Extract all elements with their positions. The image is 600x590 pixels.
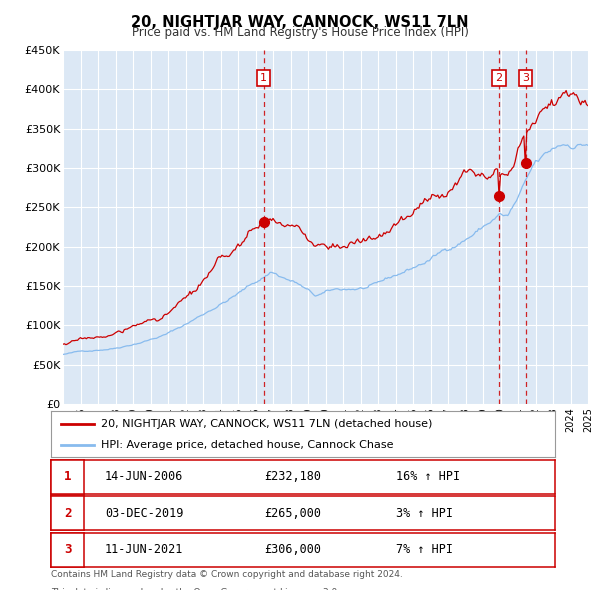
Text: 1: 1 xyxy=(260,73,267,83)
Text: 1: 1 xyxy=(64,470,71,483)
Text: Price paid vs. HM Land Registry's House Price Index (HPI): Price paid vs. HM Land Registry's House … xyxy=(131,26,469,39)
Text: 7% ↑ HPI: 7% ↑ HPI xyxy=(396,543,453,556)
Text: £232,180: £232,180 xyxy=(264,470,321,483)
Text: 16% ↑ HPI: 16% ↑ HPI xyxy=(396,470,460,483)
Text: This data is licensed under the Open Government Licence v3.0.: This data is licensed under the Open Gov… xyxy=(51,588,340,590)
Text: 3: 3 xyxy=(64,543,71,556)
Text: 11-JUN-2021: 11-JUN-2021 xyxy=(105,543,184,556)
Text: 2: 2 xyxy=(496,73,503,83)
Text: 3: 3 xyxy=(522,73,529,83)
Text: 20, NIGHTJAR WAY, CANNOCK, WS11 7LN: 20, NIGHTJAR WAY, CANNOCK, WS11 7LN xyxy=(131,15,469,30)
Text: 20, NIGHTJAR WAY, CANNOCK, WS11 7LN (detached house): 20, NIGHTJAR WAY, CANNOCK, WS11 7LN (det… xyxy=(101,419,433,429)
Text: £306,000: £306,000 xyxy=(264,543,321,556)
Text: 2: 2 xyxy=(64,507,71,520)
Text: HPI: Average price, detached house, Cannock Chase: HPI: Average price, detached house, Cann… xyxy=(101,440,394,450)
Text: Contains HM Land Registry data © Crown copyright and database right 2024.: Contains HM Land Registry data © Crown c… xyxy=(51,570,403,579)
Text: 14-JUN-2006: 14-JUN-2006 xyxy=(105,470,184,483)
Text: £265,000: £265,000 xyxy=(264,507,321,520)
Text: 03-DEC-2019: 03-DEC-2019 xyxy=(105,507,184,520)
Text: 3% ↑ HPI: 3% ↑ HPI xyxy=(396,507,453,520)
